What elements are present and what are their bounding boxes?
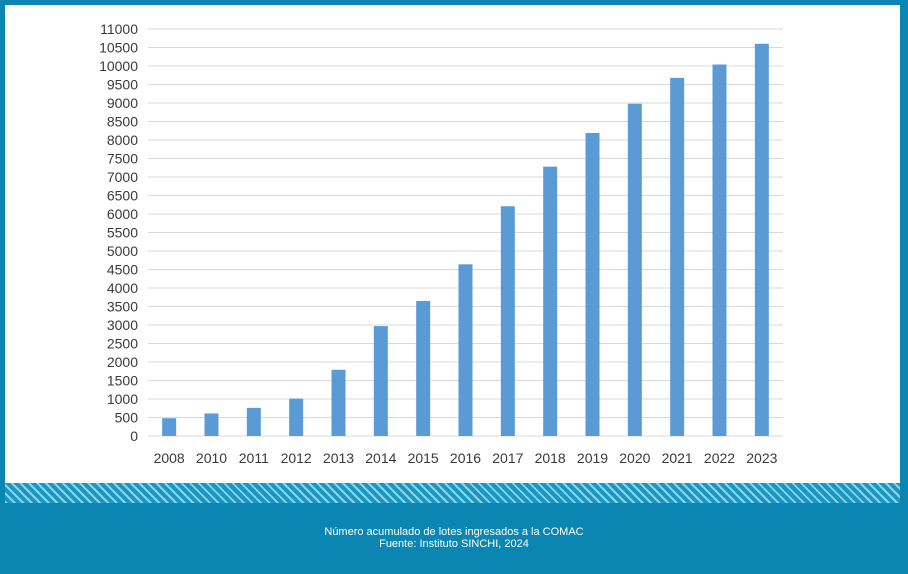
y-tick-label: 4000 xyxy=(107,280,138,296)
x-tick-label: 2021 xyxy=(662,450,693,466)
y-tick-label: 10000 xyxy=(99,58,138,74)
x-tick-label: 2008 xyxy=(154,450,185,466)
bars xyxy=(162,43,769,437)
x-tick-label: 2015 xyxy=(408,450,439,466)
bar-2014 xyxy=(373,326,388,436)
bar-2020 xyxy=(627,103,642,437)
y-tick-label: 3500 xyxy=(107,299,138,315)
y-tick-label: 0 xyxy=(130,428,138,444)
x-tick-label: 2022 xyxy=(704,450,735,466)
y-tick-label: 10500 xyxy=(99,40,138,56)
y-tick-label: 7500 xyxy=(107,151,138,167)
x-tick-label: 2020 xyxy=(619,450,650,466)
bar-2022 xyxy=(712,64,727,436)
x-tick-label: 2012 xyxy=(281,450,312,466)
y-tick-label: 9000 xyxy=(107,95,138,111)
chart-panel: 0 500 1000 1500 2000 2500 3000 3500 4000 4500 5000… xyxy=(5,5,900,483)
x-tick-label: 2023 xyxy=(746,450,777,466)
y-tick-label: 8000 xyxy=(107,132,138,148)
caption-title: Número acumulado de lotes ingresados a l… xyxy=(324,526,584,538)
y-tick-label: 1500 xyxy=(107,373,138,389)
y-axis-ticks: 0 500 1000 1500 2000 2500 3000 3500 4000 4500 5000… xyxy=(99,21,138,444)
bar-2018 xyxy=(543,166,558,436)
x-tick-label: 2011 xyxy=(239,450,269,466)
bar-2015 xyxy=(416,300,431,436)
bar-2019 xyxy=(585,132,600,436)
bar-2013 xyxy=(331,369,346,436)
bar-2016 xyxy=(458,264,473,436)
bar-2023 xyxy=(754,43,769,437)
x-tick-label: 2017 xyxy=(492,450,523,466)
bar-chart: 0 500 1000 1500 2000 2500 3000 3500 4000 4500 5000… xyxy=(99,21,783,466)
bar-2017 xyxy=(500,206,515,436)
caption-source: Fuente: Instituto SINCHI, 2024 xyxy=(379,538,529,550)
decorative-pattern-band xyxy=(5,483,900,503)
y-tick-label: 5500 xyxy=(107,225,138,241)
bar-2012 xyxy=(289,398,304,436)
y-tick-label: 7000 xyxy=(107,169,138,185)
figure-caption: Número acumulado de lotes ingresados a l… xyxy=(0,526,908,550)
y-tick-label: 2500 xyxy=(107,336,138,352)
bar-2011 xyxy=(246,407,261,436)
y-tick-label: 2000 xyxy=(107,354,138,370)
y-tick-label: 11000 xyxy=(100,21,138,37)
x-tick-label: 2018 xyxy=(535,450,566,466)
bar-2010 xyxy=(204,413,219,436)
y-tick-label: 6000 xyxy=(107,206,138,222)
x-tick-label: 2019 xyxy=(577,450,608,466)
bar-2008 xyxy=(162,418,177,436)
y-tick-label: 4500 xyxy=(107,262,138,278)
bar-2021 xyxy=(670,77,685,436)
x-tick-label: 2013 xyxy=(323,450,354,466)
x-tick-label: 2010 xyxy=(196,450,227,466)
x-tick-label: 2014 xyxy=(365,450,396,466)
y-tick-label: 8500 xyxy=(107,114,138,130)
x-tick-label: 2016 xyxy=(450,450,481,466)
y-tick-label: 1000 xyxy=(107,391,138,407)
y-tick-label: 9500 xyxy=(107,77,138,93)
y-tick-label: 500 xyxy=(115,410,139,426)
x-axis-ticks: 2008 2010 2011 2012 2013 2014 2015 2016 2017 2018… xyxy=(154,450,778,466)
y-tick-label: 6500 xyxy=(107,188,138,204)
y-tick-label: 5000 xyxy=(107,243,138,259)
y-tick-label: 3000 xyxy=(107,317,138,333)
